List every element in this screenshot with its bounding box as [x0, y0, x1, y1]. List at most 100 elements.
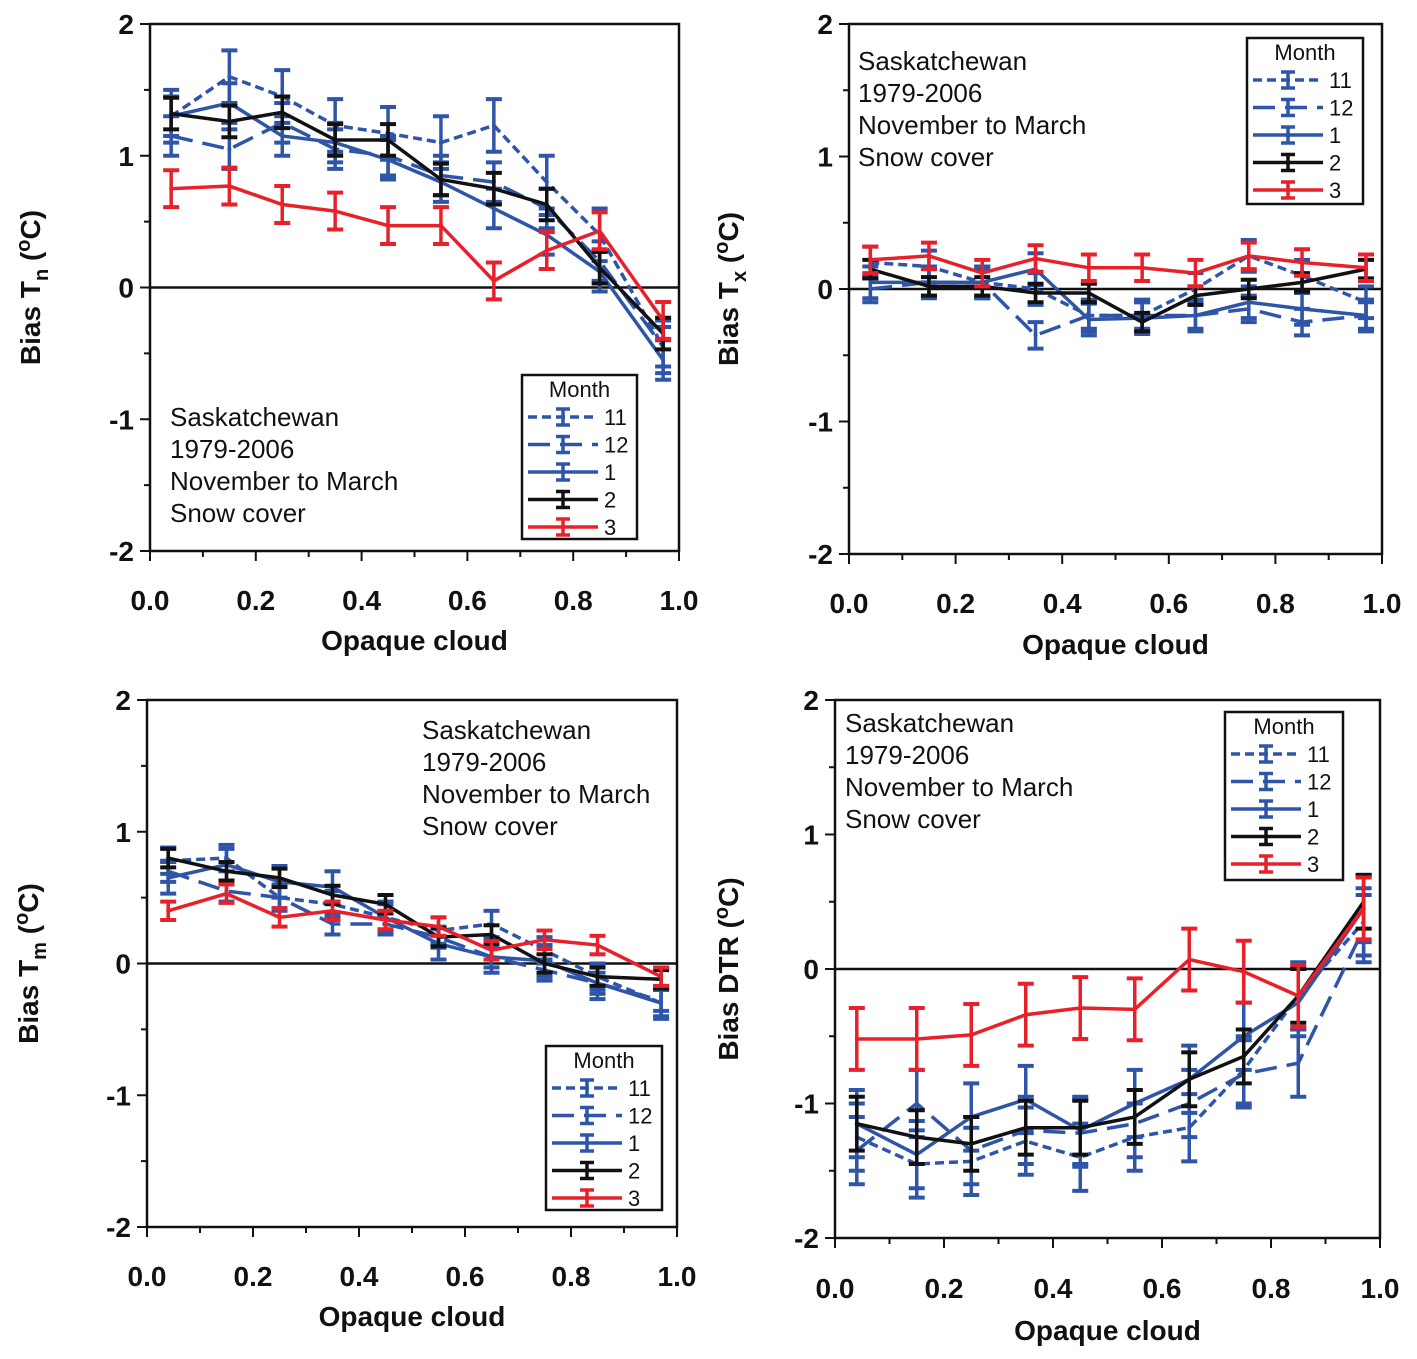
annotation-line: November to March: [422, 779, 650, 809]
data-point: [1296, 993, 1301, 998]
y-label-subscript: n: [31, 269, 53, 281]
data-point: [914, 1135, 919, 1140]
legend-item-month-2: 2: [552, 1159, 640, 1184]
y-axis-label: Bias Tx (oC): [711, 212, 751, 366]
legend-item-month-3: 3: [1231, 852, 1319, 877]
series-month-1: [862, 251, 1375, 338]
data-point: [169, 111, 174, 116]
annotation-line: 1979-2006: [845, 740, 969, 770]
annotation-line: 1979-2006: [170, 434, 294, 464]
series-line: [855, 927, 1366, 1153]
y-tick-label: -1: [109, 404, 134, 435]
data-point: [1140, 320, 1145, 325]
x-tick-label: 0.2: [234, 1261, 273, 1292]
data-point: [489, 932, 494, 937]
y-label-subscript: m: [29, 942, 51, 960]
annotation-line: Snow cover: [858, 142, 994, 172]
annotation-line: Snow cover: [170, 498, 306, 528]
y-label-text: Bias T: [13, 960, 44, 1044]
legend-label: 2: [628, 1159, 640, 1184]
data-point: [227, 147, 232, 152]
annotation-line: Snow cover: [422, 811, 558, 841]
data-point: [224, 891, 229, 896]
data-point: [1033, 290, 1038, 295]
x-tick-label: 0.2: [236, 585, 275, 616]
legend-label: 11: [628, 1076, 651, 1101]
series-month-11: [848, 886, 1372, 1200]
x-axis-label: Opaque cloud: [319, 1301, 506, 1332]
data-point: [491, 206, 496, 211]
data-point: [491, 278, 496, 283]
y-label-superscript: o: [13, 239, 35, 251]
legend-label: 2: [1329, 151, 1341, 176]
data-point: [224, 869, 229, 874]
legend-label: 2: [604, 488, 616, 513]
annotation-line: Saskatchewan: [422, 715, 591, 745]
data-point: [969, 1032, 974, 1037]
y-label-close: C): [15, 210, 46, 240]
legend-item-month-12: 12: [1253, 96, 1353, 121]
legend-item-month-2: 2: [1231, 825, 1319, 850]
y-label-open: (: [15, 251, 46, 269]
data-point: [542, 937, 547, 942]
legend-label: 3: [1307, 852, 1319, 877]
data-point: [1023, 1125, 1028, 1130]
x-tick-label: 0.8: [1252, 1273, 1291, 1304]
series-month-2: [160, 846, 670, 991]
legend-title: Month: [549, 377, 610, 402]
series-line: [870, 267, 1367, 322]
legend-label: 1: [604, 460, 616, 485]
data-point: [383, 902, 388, 907]
data-point: [1361, 906, 1366, 911]
y-label-open: (: [13, 924, 44, 942]
data-point: [1140, 265, 1145, 270]
y-tick-label: 2: [817, 9, 833, 40]
series-line: [869, 267, 1367, 325]
data-point: [1193, 293, 1198, 298]
x-tick-label: 0.0: [128, 1261, 167, 1292]
data-point: [333, 209, 338, 214]
legend-label: 3: [628, 1186, 640, 1211]
legend-item-month-1: 1: [1231, 797, 1319, 822]
data-point: [1187, 957, 1192, 962]
series-line: [170, 110, 665, 335]
y-tick-label: 0: [118, 273, 134, 304]
legend-label: 3: [1329, 178, 1341, 203]
data-point: [544, 202, 549, 207]
data-point: [659, 1001, 664, 1006]
data-point: [661, 318, 666, 323]
legend-item-month-11: 11: [552, 1076, 651, 1101]
series-month-2: [163, 94, 672, 352]
legend-label: 1: [628, 1131, 640, 1156]
y-tick-label: -2: [794, 1223, 819, 1254]
x-tick-label: 0.6: [448, 585, 487, 616]
legend-item-month-12: 12: [1231, 770, 1331, 795]
legend-item-month-12: 12: [528, 433, 628, 458]
legend-item-month-11: 11: [1231, 742, 1330, 767]
data-point: [1193, 271, 1198, 276]
legend-frame: [1245, 36, 1365, 206]
data-point: [1023, 1012, 1028, 1017]
data-point: [544, 180, 549, 185]
data-point: [1086, 265, 1091, 270]
data-point: [1078, 1006, 1083, 1011]
legend-title: Month: [1274, 40, 1335, 65]
data-point: [868, 257, 873, 262]
legend-item-month-2: 2: [528, 488, 616, 513]
data-point: [333, 137, 338, 142]
x-tick-label: 0.8: [552, 1261, 591, 1292]
legend-item-month-1: 1: [528, 460, 616, 485]
annotation-line: November to March: [170, 466, 398, 496]
data-point: [595, 943, 600, 948]
annotation-line: Saskatchewan: [845, 708, 1014, 738]
y-axis-label: Bias Tm (oC): [11, 883, 51, 1044]
data-point: [542, 961, 547, 966]
data-point: [1033, 333, 1038, 338]
data-point: [383, 918, 388, 923]
x-tick-label: 0.0: [131, 585, 170, 616]
x-tick-label: 1.0: [1361, 1273, 1400, 1304]
data-point: [595, 974, 600, 979]
